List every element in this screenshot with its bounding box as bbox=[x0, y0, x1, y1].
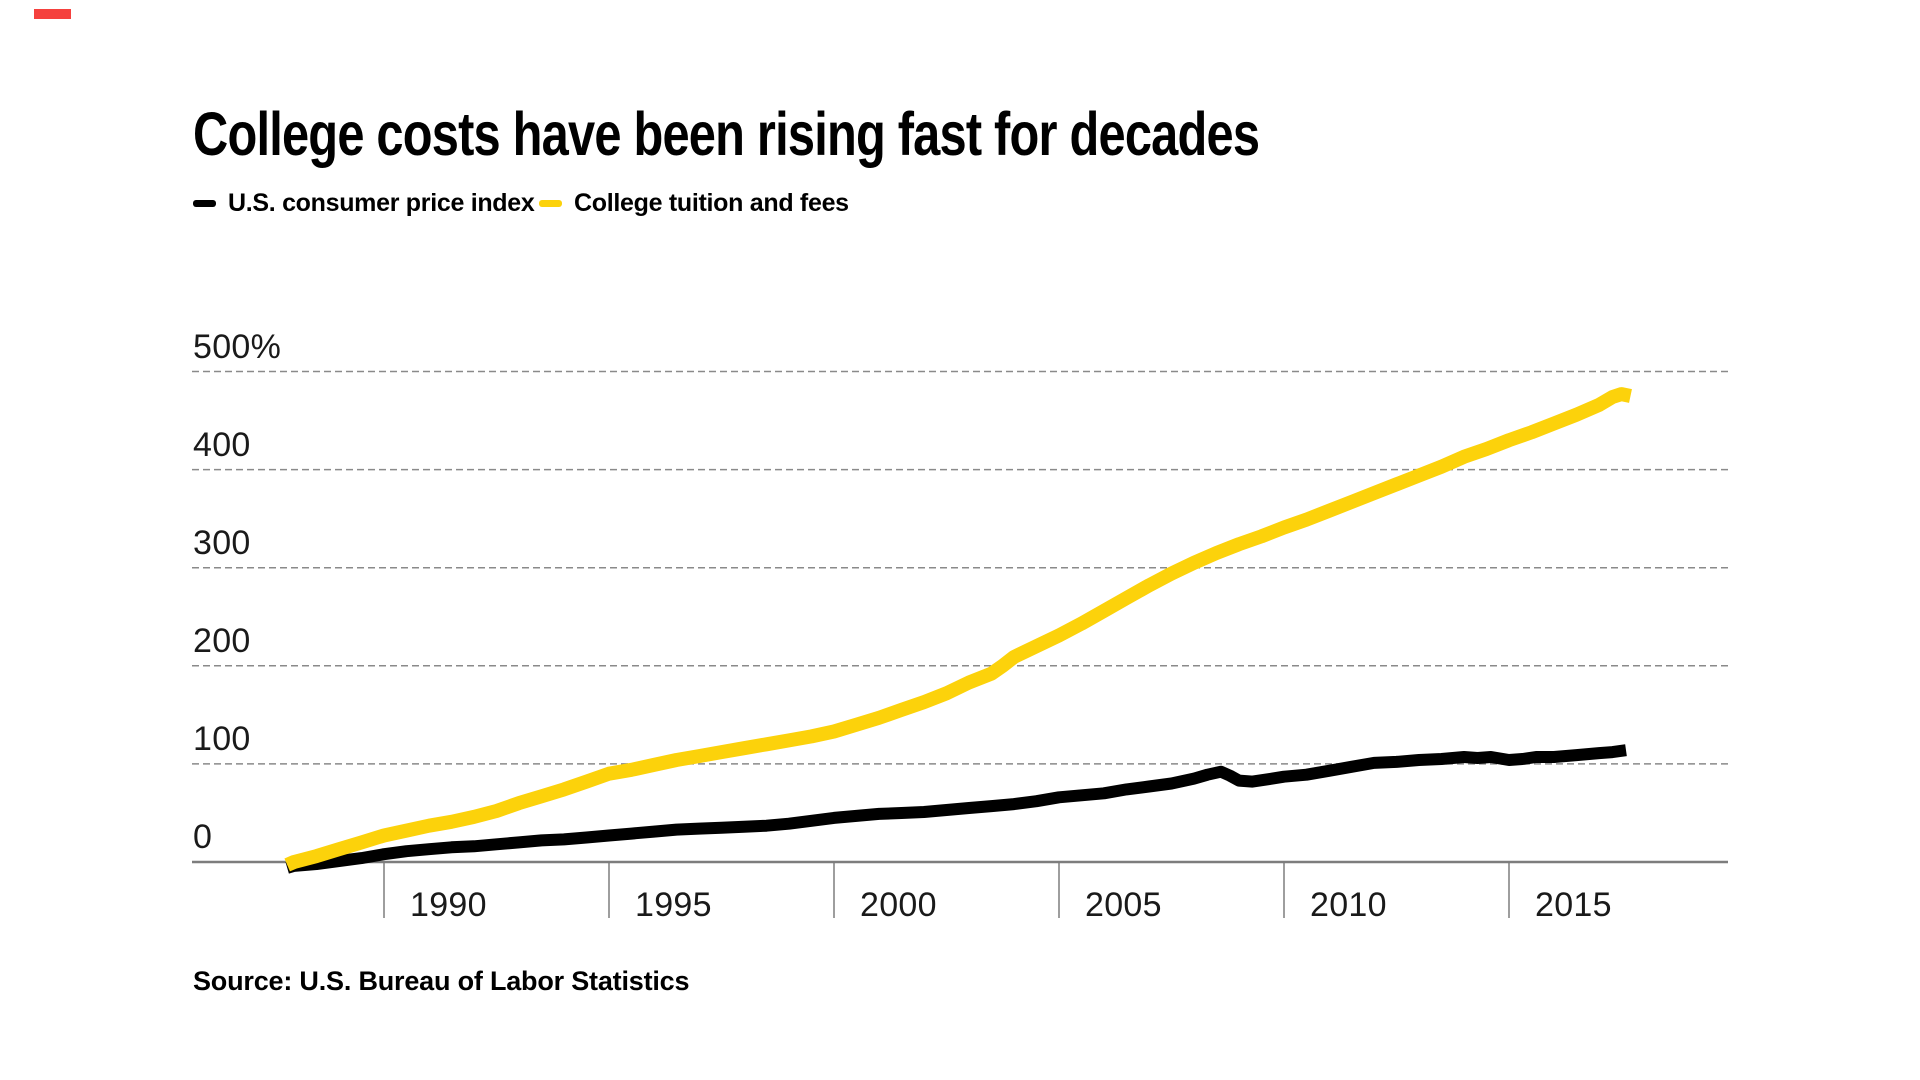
x-axis-label-2015: 2015 bbox=[1535, 886, 1612, 924]
y-axis-label-200: 200 bbox=[193, 621, 251, 660]
y-axis-label-100: 100 bbox=[193, 719, 251, 758]
source-note: Source: U.S. Bureau of Labor Statistics bbox=[193, 966, 690, 996]
legend-item-tuition: College tuition and fees bbox=[539, 188, 849, 218]
y-axis-label-500: 500% bbox=[193, 327, 282, 366]
cpi-series-line bbox=[285, 744, 1627, 874]
cpi-legend-dash-icon bbox=[193, 199, 216, 207]
legend-label-cpi: U.S. consumer price index bbox=[228, 188, 535, 217]
y-axis-label-0: 0 bbox=[193, 818, 213, 856]
brand-accent-mark bbox=[34, 9, 71, 19]
tuition-series-line bbox=[284, 387, 1632, 872]
tuition-legend-dash-icon bbox=[539, 199, 562, 207]
legend-item-cpi: U.S. consumer price index bbox=[193, 188, 535, 218]
y-axis-label-400: 400 bbox=[193, 425, 251, 464]
chart-title: College costs have been rising fast for … bbox=[193, 100, 1260, 168]
x-axis-label-2005: 2005 bbox=[1085, 886, 1162, 924]
legend-label-tuition: College tuition and fees bbox=[574, 188, 849, 217]
x-axis-label-2010: 2010 bbox=[1310, 886, 1387, 924]
x-axis-label-2000: 2000 bbox=[860, 886, 937, 924]
y-axis-label-300: 300 bbox=[193, 523, 251, 562]
x-axis-label-1990: 1990 bbox=[410, 886, 487, 924]
x-axis-label-1995: 1995 bbox=[635, 886, 712, 924]
